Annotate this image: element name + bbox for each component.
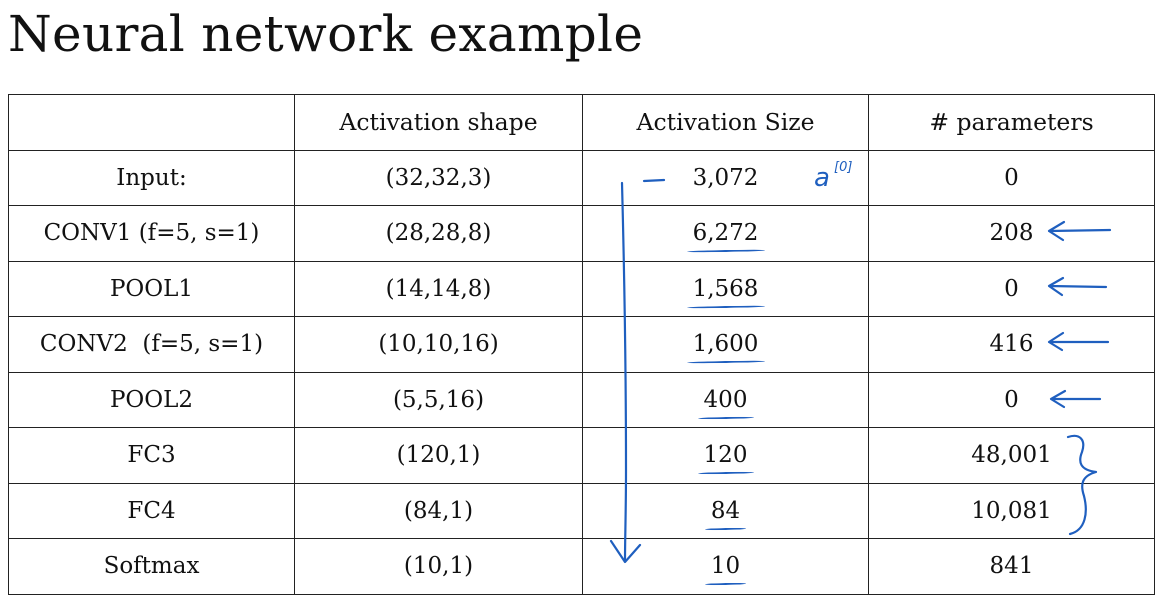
params-value: 416 <box>989 331 1034 358</box>
size-value: 1,600 <box>692 331 759 358</box>
params-cell: 208 <box>868 205 1155 262</box>
params-value: 0 <box>1004 275 1019 302</box>
size-cell: 3,072 <box>582 149 869 206</box>
layer-cell: FC4 <box>8 482 295 539</box>
size-cell: 120 <box>582 427 869 484</box>
params-value: 10,081 <box>971 497 1052 524</box>
params-cell: 0 <box>868 260 1155 317</box>
shape-cell: (32,32,3) <box>294 149 583 206</box>
size-cell: 84 <box>582 482 869 539</box>
table-row: POOL1 (14,14,8) 1,568 0 <box>8 260 1155 317</box>
network-table: Activation shape Activation Size # param… <box>8 94 1155 595</box>
table-row: FC4 (84,1) 84 10,081 <box>8 482 1155 539</box>
shape-cell: (28,28,8) <box>294 205 583 262</box>
size-value: 6,272 <box>692 220 759 247</box>
size-cell: 1,568 <box>582 260 869 317</box>
size-value: 400 <box>703 386 748 413</box>
size-cell: 400 <box>582 371 869 428</box>
shape-cell: (10,10,16) <box>294 316 583 373</box>
params-value: 48,001 <box>971 442 1052 469</box>
size-value: 120 <box>703 442 748 469</box>
shape-cell: (14,14,8) <box>294 260 583 317</box>
size-value: 1,568 <box>692 275 759 302</box>
layer-cell: POOL2 <box>8 371 295 428</box>
shape-cell: (5,5,16) <box>294 371 583 428</box>
shape-cell: (84,1) <box>294 482 583 539</box>
table-row: POOL2 (5,5,16) 400 0 <box>8 371 1155 428</box>
table-row: Softmax (10,1) 10 841 <box>8 538 1155 595</box>
shape-cell: (120,1) <box>294 427 583 484</box>
params-value: 208 <box>989 220 1034 247</box>
header-layer <box>8 94 295 151</box>
table-row: CONV1 (f=5, s=1) (28,28,8) 6,272 208 <box>8 205 1155 262</box>
table-header-row: Activation shape Activation Size # param… <box>8 94 1155 151</box>
params-value: 0 <box>1004 386 1019 413</box>
table-row: FC3 (120,1) 120 48,001 <box>8 427 1155 484</box>
size-cell: 6,272 <box>582 205 869 262</box>
size-value: 10 <box>710 553 741 580</box>
layer-cell: FC3 <box>8 427 295 484</box>
layer-cell: Input: <box>8 149 295 206</box>
params-cell: 416 <box>868 316 1155 373</box>
params-cell: 48,001 <box>868 427 1155 484</box>
table-row: Input: (32,32,3) 3,072 0 <box>8 149 1155 206</box>
size-cell: 1,600 <box>582 316 869 373</box>
size-cell: 10 <box>582 538 869 595</box>
params-cell: 0 <box>868 149 1155 206</box>
header-parameters: # parameters <box>868 94 1155 151</box>
layer-cell: Softmax <box>8 538 295 595</box>
params-cell: 0 <box>868 371 1155 428</box>
page-title: Neural network example <box>8 5 644 63</box>
params-cell: 10,081 <box>868 482 1155 539</box>
size-value: 3,072 <box>692 164 759 191</box>
header-activation-size: Activation Size <box>582 94 869 151</box>
size-value: 84 <box>710 497 741 524</box>
layer-cell: POOL1 <box>8 260 295 317</box>
header-activation-shape: Activation shape <box>294 94 583 151</box>
table-row: CONV2 (f=5, s=1) (10,10,16) 1,600 416 <box>8 316 1155 373</box>
layer-cell: CONV2 (f=5, s=1) <box>8 316 295 373</box>
params-cell: 841 <box>868 538 1155 595</box>
layer-cell: CONV1 (f=5, s=1) <box>8 205 295 262</box>
shape-cell: (10,1) <box>294 538 583 595</box>
